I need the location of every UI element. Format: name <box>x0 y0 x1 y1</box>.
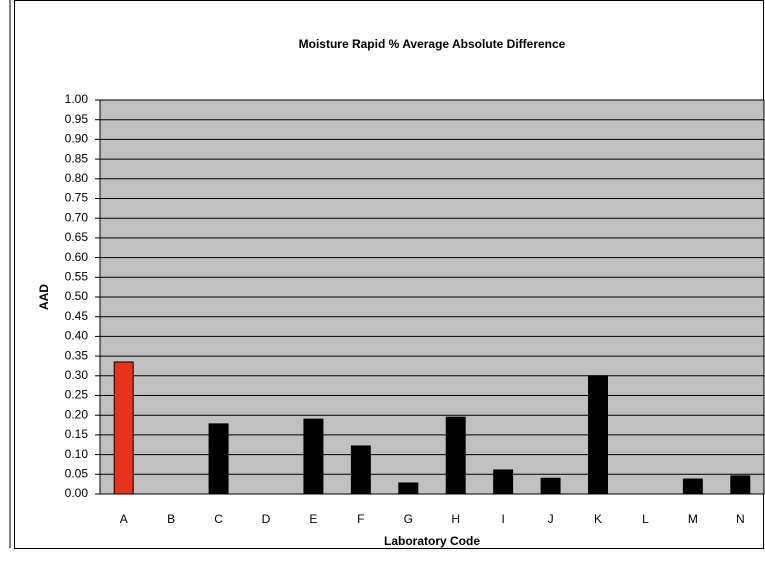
x-tick-label: K <box>594 512 602 526</box>
x-tick-label: A <box>120 512 128 526</box>
y-tick-label: 0.60 <box>65 250 89 264</box>
bar <box>445 416 466 495</box>
bar <box>682 478 703 495</box>
x-tick-label: L <box>642 512 649 526</box>
y-tick-label: 0.70 <box>65 210 89 224</box>
x-axis-label: Laboratory Code <box>384 534 480 548</box>
y-tick-label: 0.25 <box>65 388 89 402</box>
y-tick-label: 0.35 <box>65 348 89 362</box>
y-tick-label: 0.90 <box>65 132 89 146</box>
y-tick-label: 0.75 <box>65 191 89 205</box>
bar <box>398 482 419 495</box>
y-tick-label: 0.15 <box>65 427 89 441</box>
x-tick-label: N <box>736 512 745 526</box>
bar <box>303 418 324 495</box>
y-tick-label: 0.85 <box>65 151 89 165</box>
y-tick-label: 0.05 <box>65 466 89 480</box>
y-tick-label: 0.40 <box>65 329 89 343</box>
x-tick-label: E <box>309 512 317 526</box>
x-tick-label: C <box>214 512 223 526</box>
y-tick-label: 0.30 <box>65 368 89 382</box>
chart-title: Moisture Rapid % Average Absolute Differ… <box>299 37 566 51</box>
y-tick-label: 0.50 <box>65 289 89 303</box>
y-tick-label: 0.65 <box>65 230 89 244</box>
y-axis-label: AAD <box>37 284 51 310</box>
x-tick-label: J <box>548 512 554 526</box>
x-tick-label: M <box>688 512 698 526</box>
bar <box>540 477 561 495</box>
x-tick-label: H <box>451 512 460 526</box>
y-tick-label: 0.00 <box>65 486 89 500</box>
bar <box>730 475 751 495</box>
bar <box>588 375 608 495</box>
x-tick-label: B <box>167 512 175 526</box>
y-tick-label: 0.45 <box>65 309 89 323</box>
y-tick-label: 0.20 <box>65 407 89 421</box>
y-tick-label: 0.80 <box>65 171 89 185</box>
bar <box>493 469 514 495</box>
bar <box>208 423 229 495</box>
y-tick-label: 1.00 <box>65 92 89 106</box>
bar <box>350 445 371 495</box>
y-tick-label: 0.10 <box>65 447 89 461</box>
y-tick-label: 0.55 <box>65 269 89 283</box>
x-tick-label: D <box>262 512 271 526</box>
x-tick-label: I <box>501 512 504 526</box>
bar <box>113 361 134 495</box>
y-tick-label: 0.95 <box>65 112 89 126</box>
x-tick-label: G <box>404 512 413 526</box>
x-tick-label: F <box>357 512 364 526</box>
